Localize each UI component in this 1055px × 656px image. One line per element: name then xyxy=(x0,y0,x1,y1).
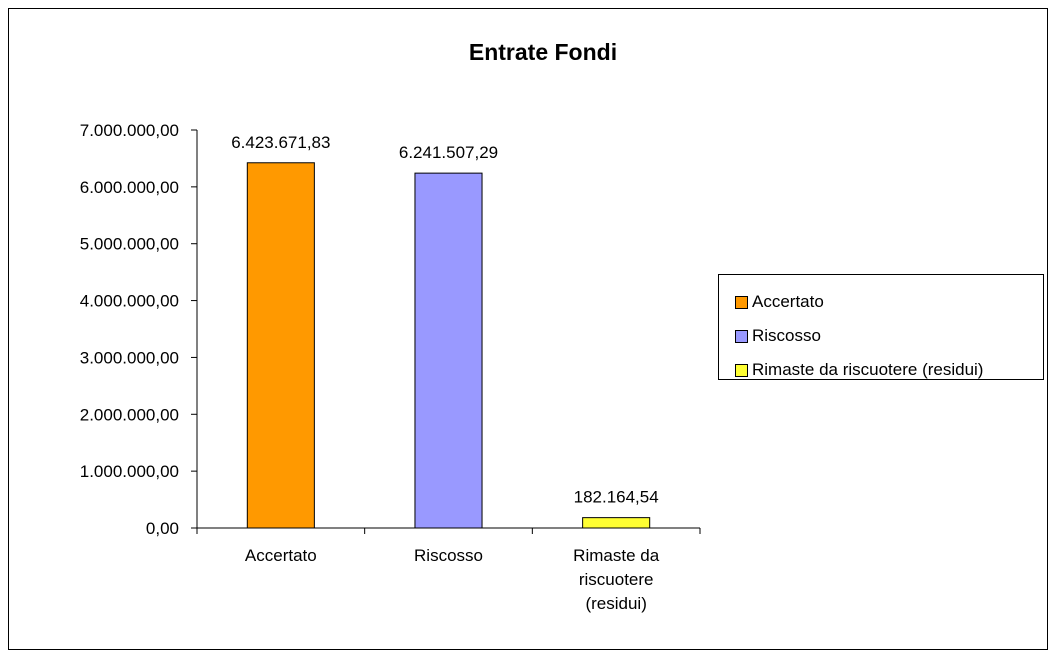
x-tick-label: (residui) xyxy=(585,594,646,613)
x-tick-label: riscuotere xyxy=(579,570,654,589)
legend-item-rimaste: Rimaste da riscuotere (residui) xyxy=(735,353,1043,387)
bar xyxy=(246,162,315,529)
legend-item-accertato: Accertato xyxy=(735,285,1043,319)
bars: 6.423.671,83 6.241.507,29 182.164,54 xyxy=(231,133,659,529)
legend-label-riscosso: Riscosso xyxy=(752,326,821,345)
y-tick-label: 6.000.000,00 xyxy=(80,178,179,197)
y-tick-label: 2.000.000,00 xyxy=(80,405,179,424)
legend: Accertato Riscosso Rimaste da riscuotere… xyxy=(718,274,1044,380)
y-axis: 0,00 1.000.000,00 2.000.000,00 3.000.000,00… xyxy=(80,121,198,538)
y-tick-label: 4.000.000,00 xyxy=(80,292,179,311)
legend-swatch-riscosso xyxy=(735,329,748,343)
legend-label-accertato: Accertato xyxy=(752,292,824,311)
x-tick-label: Rimaste da xyxy=(573,546,660,565)
y-tick-label: 1.000.000,00 xyxy=(80,462,179,481)
y-tick-label: 5.000.000,00 xyxy=(80,235,179,254)
chart-title: Entrate Fondi xyxy=(469,39,617,65)
data-label: 6.241.507,29 xyxy=(399,143,498,162)
y-tick-label: 3.000.000,00 xyxy=(80,348,179,367)
data-label: 182.164,54 xyxy=(574,488,659,507)
bar xyxy=(582,517,651,529)
legend-label-rimaste: Rimaste da riscuotere (residui) xyxy=(752,360,984,379)
bar xyxy=(414,172,483,529)
x-tick-label: Accertato xyxy=(245,546,317,565)
y-tick-label: 0,00 xyxy=(146,519,179,538)
x-tick-label: Riscosso xyxy=(414,546,483,565)
data-label: 6.423.671,83 xyxy=(231,133,330,152)
x-axis: Accertato Riscosso Rimaste da riscuotere (re… xyxy=(196,527,701,613)
legend-item-riscosso: Riscosso xyxy=(735,319,1043,353)
legend-swatch-rimaste xyxy=(735,363,748,377)
legend-swatch-accertato xyxy=(735,295,748,309)
y-tick-label: 7.000.000,00 xyxy=(80,121,179,140)
